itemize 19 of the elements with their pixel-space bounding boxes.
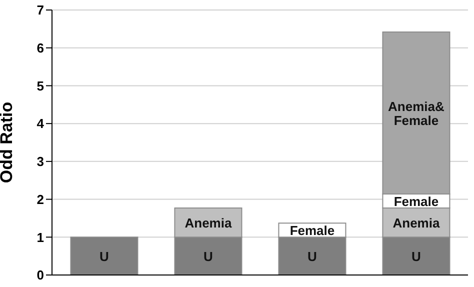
text: Anemia [392,215,440,230]
y-tick-label: 3 [36,154,44,170]
text: U [308,248,317,264]
series-label: Anemia [184,215,232,230]
y-tick-label: 2 [36,192,44,207]
series-label: U [100,248,109,264]
y-tick-label: 1 [36,230,44,245]
bar [70,236,138,275]
series-label: Female [290,222,335,238]
y-tick-label: 7 [36,2,44,18]
text: U [412,248,421,264]
y-axis-title: Odd Ratio [0,102,16,184]
y-tick-label: 4 [36,116,45,132]
y-tick-label: 0 [36,268,44,283]
y-tick-label: 6 [36,40,44,56]
text: Female [394,193,439,208]
text: U [204,248,213,264]
series-label: Anemia& Female [388,98,444,128]
y-tick-label: 5 [36,78,44,94]
